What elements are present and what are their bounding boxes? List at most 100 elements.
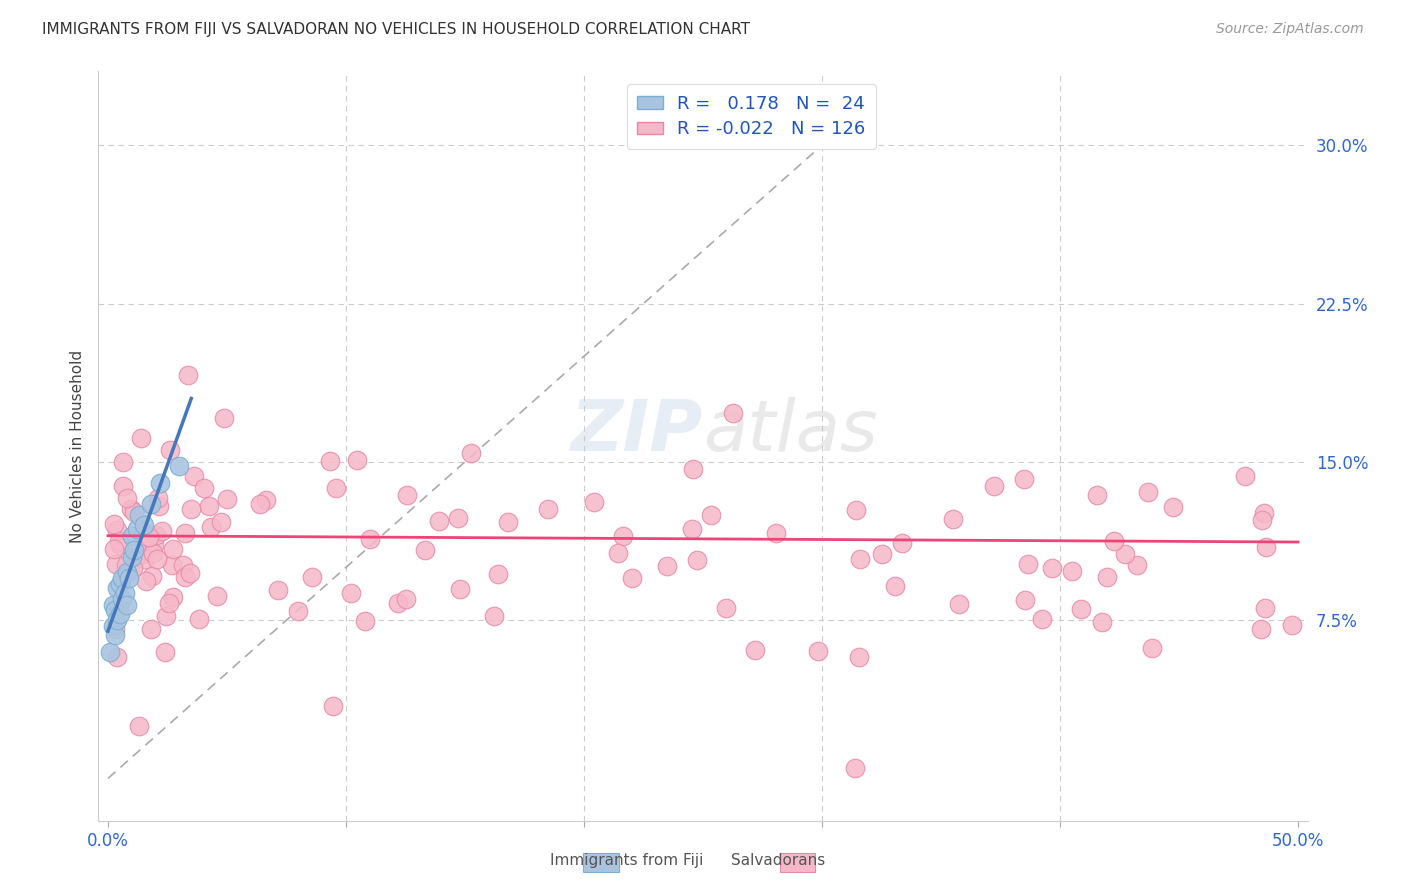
Point [496,515,519,529]
Point [681,522,703,536]
Point [105,649,128,664]
Point [105,523,128,537]
Point [254,493,277,508]
Text: IMMIGRANTS FROM FIJI VS SALVADORAN NO VEHICLES IN HOUSEHOLD CORRELATION CHART: IMMIGRANTS FROM FIJI VS SALVADORAN NO VE… [42,22,751,37]
Point [138,530,160,544]
Point [537,502,560,516]
Point [346,453,368,467]
Point [354,614,377,628]
Point [215,492,238,507]
Point [149,475,172,490]
Point [942,511,965,525]
Point [150,524,173,539]
Point [1091,615,1114,629]
Point [1140,641,1163,656]
Point [359,533,381,547]
Point [160,558,183,572]
Point [482,609,505,624]
Point [1254,600,1277,615]
Point [429,514,451,528]
Point [128,508,150,522]
Point [207,589,229,603]
Point [765,526,787,541]
Point [112,479,135,493]
Point [655,558,678,573]
Point [162,541,184,556]
Point [387,596,409,610]
Point [287,604,309,618]
Point [183,468,205,483]
Point [104,628,127,642]
Point [212,411,235,425]
Point [198,500,221,514]
Point [118,563,141,577]
Point [1014,472,1036,486]
Point [107,582,129,596]
Point [322,698,344,713]
Point [104,622,127,636]
Point [883,578,905,592]
Point [98,645,121,659]
Point [132,518,155,533]
Point [169,458,191,473]
Y-axis label: No Vehicles in Household: No Vehicles in Household [70,350,86,542]
Point [267,582,290,597]
Point [1254,541,1277,555]
Point [849,552,872,566]
Point [115,565,138,579]
Point [135,526,157,541]
Point [112,455,135,469]
Point [142,538,165,552]
Point [395,488,418,502]
Text: Salvadorans: Salvadorans [731,854,825,868]
Point [174,525,197,540]
Point [714,601,737,615]
Point [122,561,145,575]
Point [101,599,124,613]
Point [146,491,169,506]
Point [141,569,163,583]
Point [139,497,162,511]
Point [1250,623,1272,637]
Point [447,511,470,525]
Point [1114,547,1136,561]
Point [134,552,156,566]
Point [103,517,125,532]
Point [122,505,145,519]
Point [891,536,914,550]
Point [1018,557,1040,571]
Point [1137,485,1160,500]
Point [179,566,201,581]
Point [107,613,129,627]
Legend: R =   0.178   N =  24, R = -0.022   N = 126: R = 0.178 N = 24, R = -0.022 N = 126 [627,84,876,149]
Point [1097,570,1119,584]
Point [157,596,180,610]
Text: atlas: atlas [703,397,877,466]
Text: ZIP: ZIP [571,397,703,466]
Point [460,446,482,460]
Point [1031,612,1053,626]
Point [118,571,141,585]
Point [209,515,232,529]
Point [744,643,766,657]
Point [844,503,866,517]
Point [108,607,131,621]
Point [325,481,347,495]
Point [114,558,136,573]
Point [395,592,418,607]
Point [103,542,125,557]
Point [1126,558,1149,572]
Point [124,551,146,566]
Point [115,491,138,505]
Text: Source: ZipAtlas.com: Source: ZipAtlas.com [1216,22,1364,37]
Point [685,553,707,567]
Point [188,612,211,626]
Point [129,431,152,445]
Point [1253,506,1275,520]
Point [807,644,830,658]
Point [121,549,143,564]
Point [620,571,643,585]
Point [1062,564,1084,578]
Point [177,368,200,383]
Point [1014,593,1036,607]
